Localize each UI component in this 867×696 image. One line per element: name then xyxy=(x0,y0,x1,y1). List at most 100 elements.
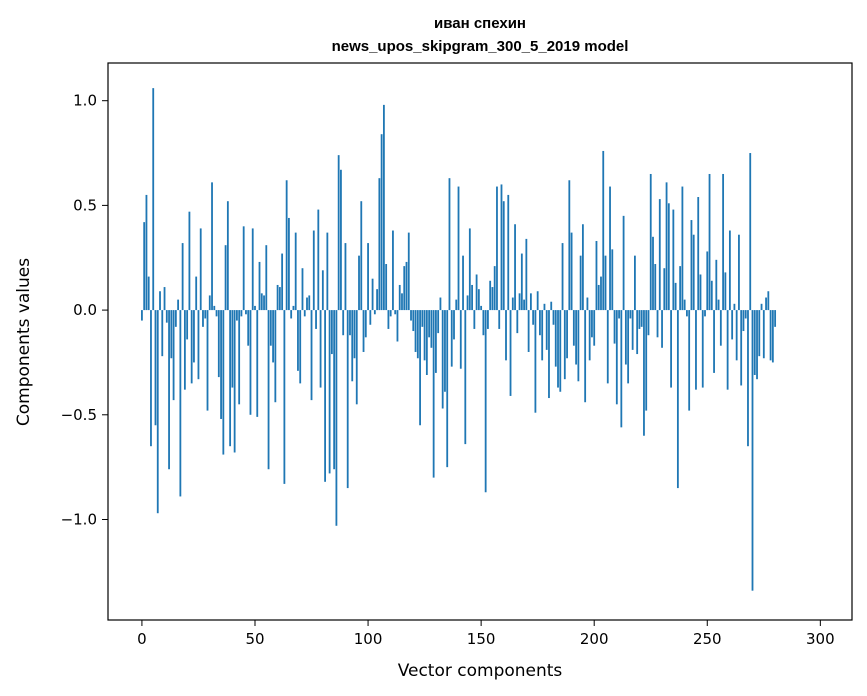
bar-43 xyxy=(238,310,241,405)
bar-44 xyxy=(240,310,243,317)
bar-213 xyxy=(622,215,625,311)
bar-218 xyxy=(634,255,636,311)
bar-178 xyxy=(543,303,546,311)
bar-86 xyxy=(335,310,338,526)
bar-7 xyxy=(156,310,159,514)
bar-264 xyxy=(738,234,740,311)
bar-279 xyxy=(771,310,774,363)
bar-83 xyxy=(328,310,331,474)
bar-265 xyxy=(740,310,743,386)
bar-140 xyxy=(457,186,460,311)
bar-95 xyxy=(355,310,358,405)
bar-71 xyxy=(301,268,304,311)
bar-91 xyxy=(346,310,349,489)
bar-112 xyxy=(394,310,397,315)
bar-234 xyxy=(670,310,672,388)
bar-268 xyxy=(747,310,749,447)
bar-46 xyxy=(245,310,247,315)
bar-115 xyxy=(401,293,403,311)
bar-186 xyxy=(561,243,564,311)
bar-162 xyxy=(507,194,510,311)
x-axis-ticks: 0 50 100 150 200 250 300 xyxy=(137,620,835,648)
bar-193 xyxy=(577,310,580,382)
bar-148 xyxy=(475,274,478,311)
bar-280 xyxy=(774,310,777,327)
bar-132 xyxy=(439,297,442,311)
bar-45 xyxy=(242,226,245,311)
bar-147 xyxy=(473,310,476,329)
bar-51 xyxy=(256,310,259,417)
bar-232 xyxy=(665,182,668,311)
x-tick-label: 50 xyxy=(245,630,264,648)
bar-135 xyxy=(446,310,449,468)
bar-21 xyxy=(188,211,191,311)
bar-96 xyxy=(358,255,360,311)
bar-267 xyxy=(744,310,747,319)
bar-16 xyxy=(177,299,180,311)
bar-129 xyxy=(432,310,435,478)
bar-277 xyxy=(767,291,770,311)
bar-49 xyxy=(251,228,254,311)
bar-185 xyxy=(559,310,562,392)
bar-226 xyxy=(652,236,654,311)
bar-270 xyxy=(751,310,754,591)
bar-56 xyxy=(267,310,270,470)
bar-184 xyxy=(557,310,559,388)
bar-191 xyxy=(572,310,575,346)
bar-68 xyxy=(294,232,297,311)
bar-136 xyxy=(448,178,451,311)
bar-189 xyxy=(568,180,571,311)
bar-266 xyxy=(742,310,745,332)
bar-216 xyxy=(629,310,632,319)
bar-251 xyxy=(708,173,711,311)
bar-163 xyxy=(509,310,512,396)
bar-190 xyxy=(570,232,573,311)
x-tick-label: 250 xyxy=(693,630,722,648)
bar-254 xyxy=(715,259,718,311)
bar-245 xyxy=(695,310,697,390)
bar-1 xyxy=(143,222,146,311)
bar-221 xyxy=(640,310,643,327)
bar-215 xyxy=(627,310,630,384)
bar-157 xyxy=(496,186,498,311)
bar-173 xyxy=(532,310,535,325)
bar-172 xyxy=(529,293,532,311)
bar-200 xyxy=(593,310,596,346)
bar-69 xyxy=(297,310,299,371)
x-axis-label: Vector components xyxy=(398,661,563,681)
bar-182 xyxy=(552,310,555,325)
bar-103 xyxy=(373,310,376,315)
bar-259 xyxy=(726,310,729,390)
bar-54 xyxy=(263,295,265,311)
bar-41 xyxy=(233,310,236,453)
bar-177 xyxy=(541,310,544,361)
bar-6 xyxy=(154,310,157,426)
bar-176 xyxy=(539,310,541,336)
x-tick-label: 200 xyxy=(580,630,609,648)
bar-4 xyxy=(150,310,152,447)
y-axis-ticks: −1.0 −0.5 0.0 0.5 1.0 xyxy=(61,92,108,528)
bar-33 xyxy=(215,310,218,317)
bar-201 xyxy=(595,240,598,311)
bar-117 xyxy=(405,261,408,311)
bar-198 xyxy=(588,310,591,361)
bar-187 xyxy=(563,310,566,380)
bar-257 xyxy=(722,173,725,311)
bar-141 xyxy=(459,310,462,369)
bar-247 xyxy=(699,274,702,311)
bar-118 xyxy=(407,232,410,311)
bar-52 xyxy=(258,261,261,311)
bar-3 xyxy=(147,276,150,311)
bar-209 xyxy=(613,310,616,344)
bar-183 xyxy=(554,310,557,367)
bar-37 xyxy=(224,245,227,311)
bar-242 xyxy=(688,310,691,411)
bar-39 xyxy=(229,310,232,447)
bar-25 xyxy=(197,310,200,380)
bar-63 xyxy=(283,310,286,484)
bar-142 xyxy=(462,255,464,311)
bar-155 xyxy=(491,287,494,311)
bar-220 xyxy=(638,310,641,329)
bar-238 xyxy=(679,266,682,311)
bar-99 xyxy=(364,310,367,338)
